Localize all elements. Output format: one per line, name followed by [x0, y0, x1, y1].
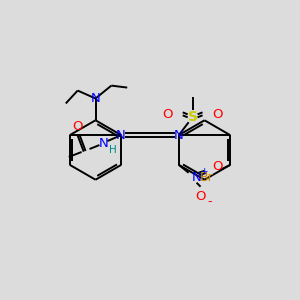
Text: -: - [207, 195, 212, 208]
Text: N: N [98, 136, 108, 150]
Text: S: S [188, 110, 198, 124]
Text: O: O [163, 108, 173, 121]
Text: O: O [72, 120, 83, 133]
Text: N: N [91, 92, 100, 105]
Text: O: O [212, 108, 223, 121]
Text: O: O [195, 190, 206, 203]
Text: N: N [192, 171, 202, 184]
Text: Br: Br [200, 171, 213, 184]
Text: N: N [116, 129, 126, 142]
Text: N: N [174, 129, 184, 142]
Text: H: H [110, 145, 117, 155]
Text: +: + [200, 167, 207, 176]
Text: O: O [212, 160, 223, 173]
